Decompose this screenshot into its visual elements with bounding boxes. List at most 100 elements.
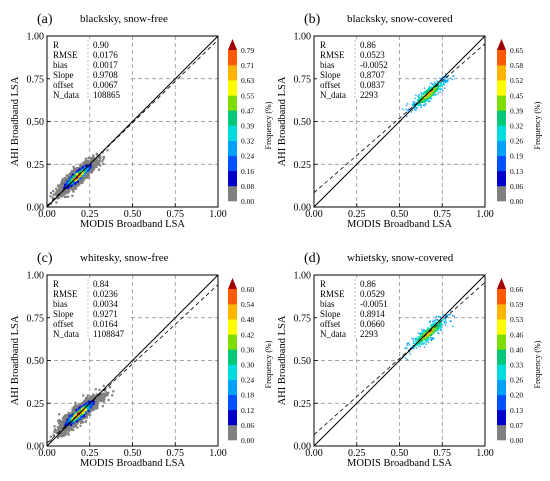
- data-point: [107, 398, 110, 402]
- y-tick-label: 1.00: [294, 271, 312, 282]
- data-point: [71, 174, 75, 177]
- data-point: [76, 169, 79, 173]
- colorbar-tick-label: 0.32: [510, 122, 523, 131]
- data-point: [417, 342, 420, 345]
- data-point: [89, 398, 92, 401]
- data-point: [417, 96, 420, 99]
- colorbar-segment: [497, 80, 506, 96]
- data-point: [66, 191, 69, 194]
- colorbar: 0.66 0.59 0.53 0.46 0.40 0.33 0.26 0.20 0.13 0.07…: [497, 278, 542, 445]
- data-point: [425, 99, 427, 102]
- data-point: [83, 172, 87, 175]
- data-point: [94, 160, 97, 163]
- data-point: [437, 329, 439, 332]
- y-tick-label: 1.00: [27, 32, 45, 43]
- colorbar-segment: [497, 304, 506, 320]
- data-point: [77, 416, 80, 419]
- colorbar-label: Frequency (%): [533, 340, 542, 388]
- data-point: [70, 172, 74, 175]
- data-point: [53, 429, 56, 432]
- data-point: [75, 418, 78, 421]
- data-point: [57, 184, 60, 188]
- data-point: [438, 328, 440, 330]
- data-point: [439, 322, 441, 325]
- data-point: [433, 323, 436, 326]
- data-point: [71, 407, 74, 410]
- data-point: [88, 398, 91, 401]
- data-point: [65, 185, 68, 188]
- data-point: [73, 174, 76, 177]
- data-point: [413, 345, 416, 347]
- data-point: [90, 403, 93, 407]
- data-point: [425, 338, 428, 340]
- data-point: [420, 341, 423, 343]
- data-point: [91, 156, 94, 159]
- data-point: [428, 321, 431, 324]
- density-points: [399, 73, 455, 122]
- data-point: [449, 314, 451, 316]
- data-point: [438, 88, 441, 90]
- data-point: [421, 97, 423, 99]
- data-point: [440, 324, 442, 326]
- data-point: [52, 193, 55, 196]
- data-point: [63, 419, 66, 423]
- data-point: [452, 75, 454, 78]
- colorbar-arrow: [497, 278, 506, 289]
- data-point: [86, 413, 89, 416]
- data-point: [434, 320, 437, 322]
- panel-title: blacksky, snow-covered: [347, 13, 453, 25]
- data-point: [429, 87, 431, 90]
- data-point: [55, 432, 59, 435]
- data-point: [96, 162, 99, 165]
- data-point: [445, 314, 447, 317]
- data-point: [73, 409, 76, 412]
- stats-value: -0.0051: [360, 299, 388, 309]
- data-point: [67, 411, 70, 415]
- data-point: [422, 93, 425, 95]
- colorbar-segment: [497, 319, 506, 335]
- data-point: [431, 327, 434, 329]
- data-point: [100, 400, 103, 403]
- data-point: [70, 187, 73, 191]
- data-point: [418, 98, 420, 100]
- data-point: [69, 415, 72, 418]
- data-point: [423, 346, 426, 348]
- data-point: [72, 187, 75, 190]
- data-point: [64, 433, 67, 436]
- stats-label: Slope: [53, 70, 74, 80]
- data-point: [438, 81, 440, 84]
- data-point: [439, 84, 442, 86]
- data-point: [97, 398, 100, 402]
- data-point: [75, 420, 79, 423]
- colorbar-segment: [497, 409, 506, 426]
- stats-value: -0.0052: [360, 60, 388, 70]
- data-point: [90, 406, 93, 410]
- data-point: [74, 182, 77, 185]
- data-point: [415, 347, 418, 349]
- data-point: [70, 184, 73, 187]
- data-point: [418, 103, 420, 106]
- stats-value: 0.86: [360, 279, 376, 289]
- data-point: [451, 325, 454, 327]
- x-tick-label: 0.00: [305, 448, 323, 459]
- data-point: [74, 187, 78, 190]
- data-point: [425, 343, 427, 345]
- data-point: [67, 182, 71, 185]
- data-point: [412, 347, 415, 350]
- data-point: [84, 170, 87, 174]
- data-point: [428, 86, 431, 89]
- data-point: [414, 345, 417, 347]
- x-tick-label: 0.50: [124, 448, 142, 459]
- data-point: [433, 91, 435, 93]
- data-point: [72, 165, 75, 168]
- colorbar-tick-label: 0.54: [241, 300, 254, 309]
- data-point: [415, 340, 417, 343]
- data-point: [78, 182, 81, 185]
- data-point: [426, 334, 428, 337]
- data-point: [428, 98, 430, 100]
- data-point: [430, 338, 433, 340]
- data-point: [413, 109, 416, 111]
- data-point: [71, 179, 74, 182]
- data-point: [407, 108, 410, 111]
- data-point: [58, 413, 61, 416]
